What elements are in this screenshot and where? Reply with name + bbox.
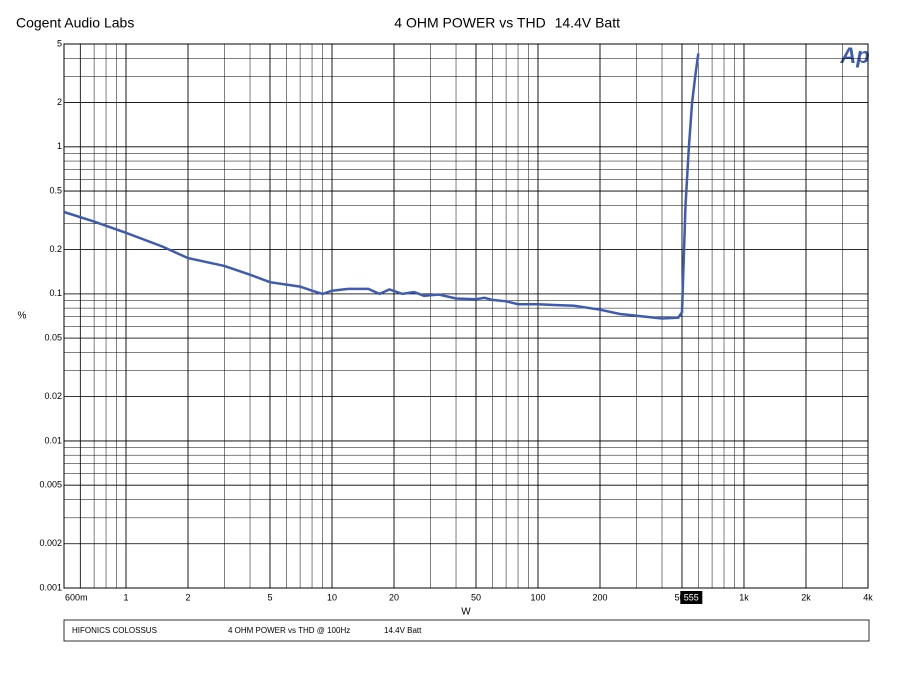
x-tick-label: 5 [267, 592, 272, 602]
x-tick-label: 1k [739, 592, 749, 602]
y-tick-label: 5 [57, 38, 62, 48]
marker-box [680, 591, 703, 604]
footer-box [63, 619, 870, 642]
y-tick-label: 0.01 [44, 435, 62, 445]
y-tick-label: 0.5 [49, 185, 62, 195]
x-tick-label: 20 [389, 592, 399, 602]
x-tick-label: 50 [471, 592, 481, 602]
footer-text: 4 OHM POWER vs THD @ 100Hz [228, 626, 350, 635]
chart-subtitle: 14.4V Batt [555, 15, 620, 31]
plot-frame [63, 43, 869, 589]
logo: Ap [839, 43, 869, 68]
marker-label: 555 [684, 592, 699, 602]
y-tick-label: 0.002 [39, 538, 62, 548]
x-tick-label: 2 [186, 592, 191, 602]
x-tick-label: 2k [801, 592, 811, 602]
y-tick-label: 1 [57, 141, 62, 151]
x-tick-label: 4k [863, 592, 873, 602]
y-tick-label: 0.2 [49, 244, 62, 254]
x-axis-label: W [461, 607, 471, 618]
footer-text: 14.4V Batt [384, 626, 422, 635]
y-tick-label: 0.005 [39, 480, 62, 490]
x-tick-label: 1 [124, 592, 129, 602]
data-line [63, 53, 700, 320]
y-tick-label: 0.05 [44, 333, 62, 343]
y-tick-label: 2 [57, 97, 62, 107]
chart-title: 4 OHM POWER vs THD [394, 15, 545, 31]
x-tick-label: 100 [530, 592, 545, 602]
y-tick-label: 0.02 [44, 391, 62, 401]
y-tick-label: 0.001 [39, 582, 62, 592]
y-tick-label: 0.1 [49, 288, 62, 298]
y-axis-label: % [18, 311, 27, 322]
header: Cogent Audio Labs [16, 15, 134, 31]
x-tick-label: 10 [327, 592, 337, 602]
footer-text: HIFONICS COLOSSUS [72, 626, 157, 635]
x-tick-label: 200 [592, 592, 607, 602]
x-tick-label: 600m [65, 592, 88, 602]
